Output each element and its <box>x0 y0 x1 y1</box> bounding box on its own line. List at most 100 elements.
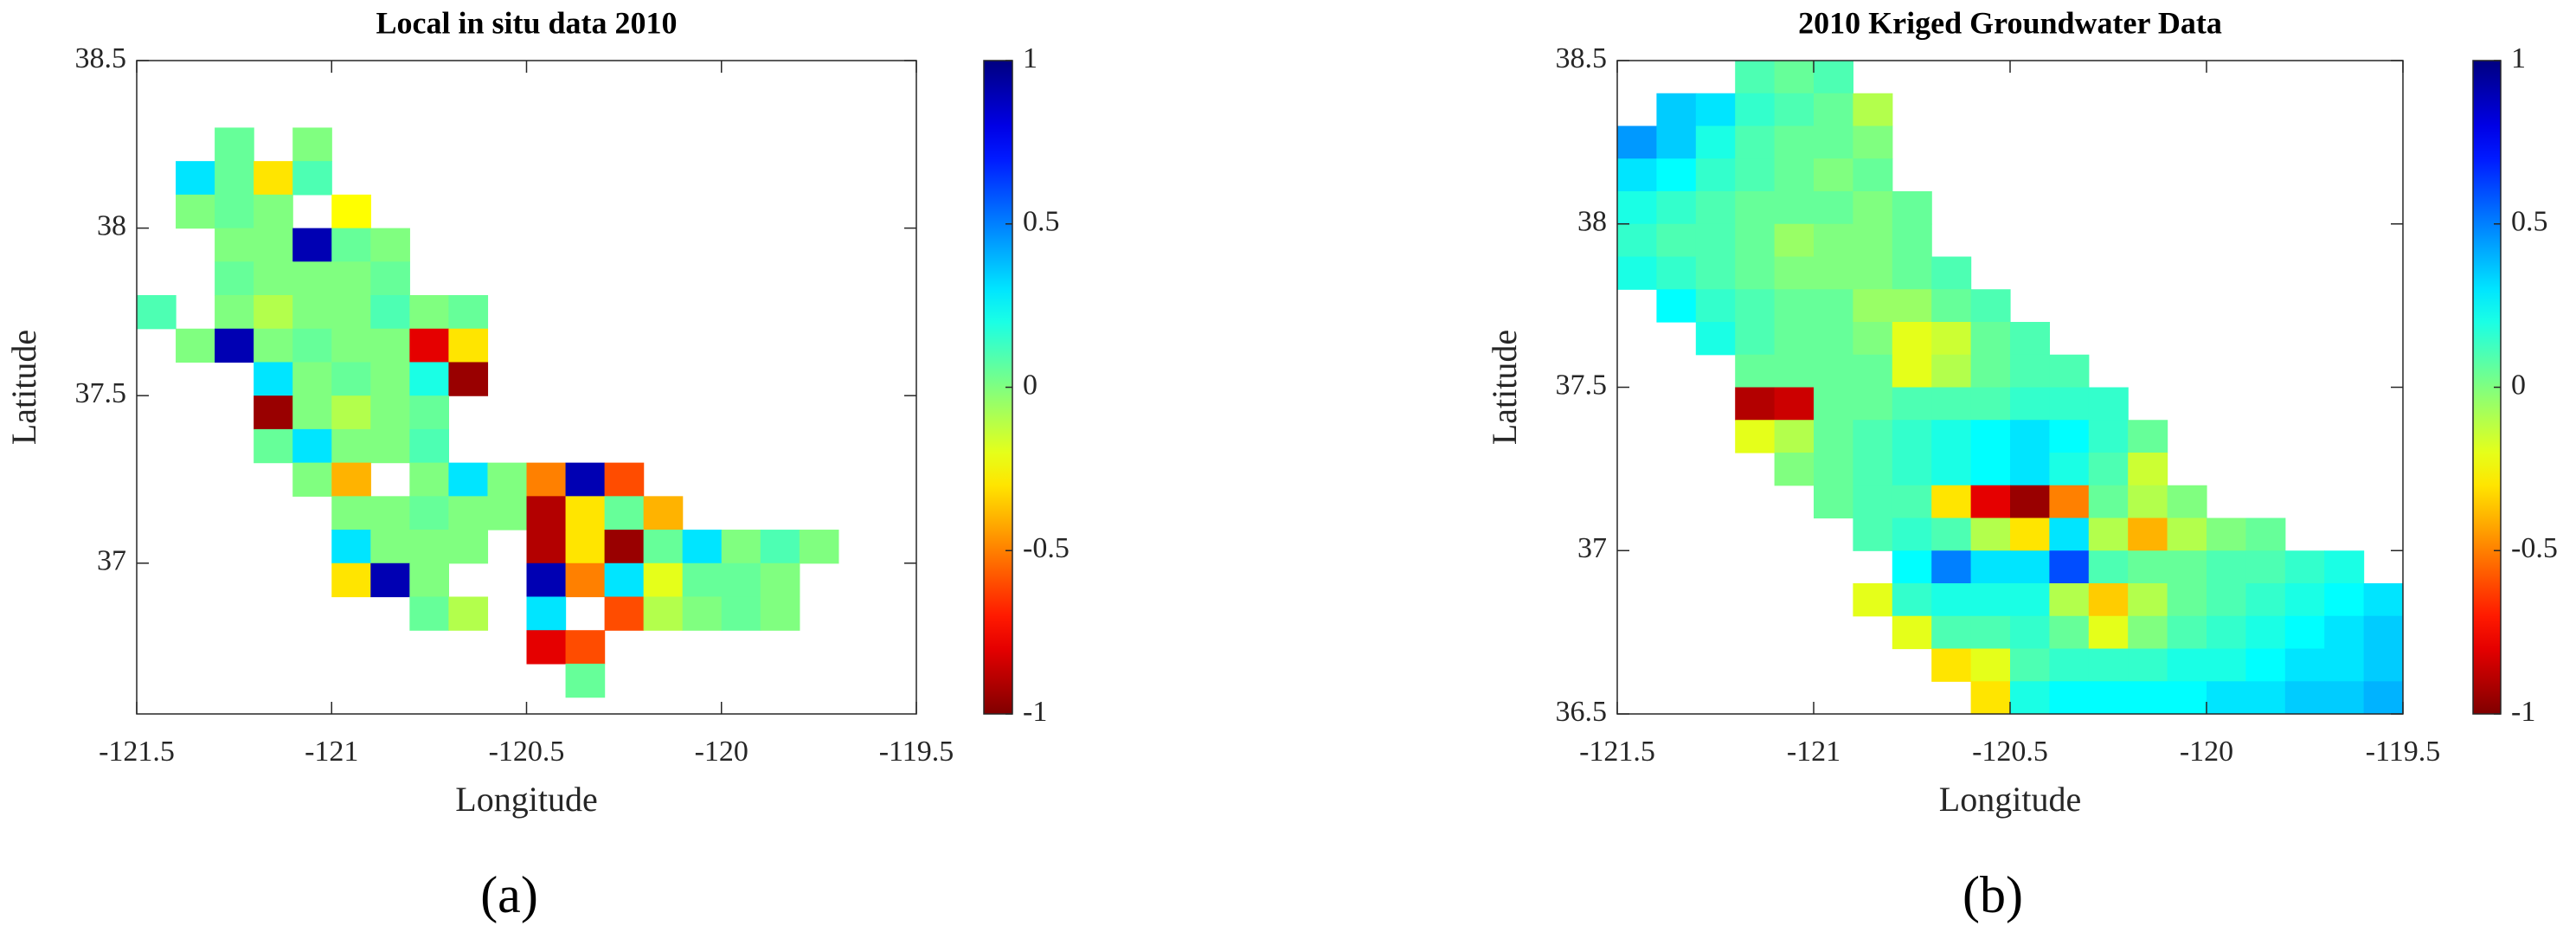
cell <box>1970 453 2011 486</box>
cell <box>1970 518 2011 551</box>
cell <box>2088 550 2129 584</box>
cell <box>526 530 567 564</box>
cell <box>1931 289 1972 323</box>
cell <box>292 127 332 162</box>
cell <box>1892 387 1932 421</box>
cell <box>1656 191 1697 225</box>
cell <box>1931 615 1972 650</box>
cell <box>1892 550 1932 584</box>
cell <box>2049 420 2090 453</box>
cell <box>2010 354 2050 389</box>
cell <box>1853 387 1893 421</box>
cell <box>2167 485 2207 519</box>
cell <box>526 496 567 530</box>
cell <box>331 496 371 530</box>
cell <box>2010 518 2050 551</box>
cell <box>448 496 489 530</box>
colorbar-tick-label: -0.5 <box>2511 532 2558 564</box>
cell <box>1617 256 1657 290</box>
cell <box>1656 223 1697 258</box>
cell <box>1970 354 2011 389</box>
cell <box>1931 583 1972 617</box>
cell <box>2324 550 2365 584</box>
cell <box>2088 453 2129 486</box>
cell <box>1656 158 1697 192</box>
cell <box>1695 289 1736 323</box>
cell <box>1814 387 1853 421</box>
cell <box>2088 485 2129 519</box>
cell <box>176 161 215 196</box>
cell <box>1853 93 1893 127</box>
cell <box>1892 256 1932 290</box>
x-tick-label: -119.5 <box>879 736 954 768</box>
cell <box>1892 322 1932 356</box>
cell <box>1774 158 1815 192</box>
cell <box>2245 583 2286 617</box>
cell <box>215 194 254 229</box>
cell <box>370 562 410 598</box>
cell <box>292 328 332 363</box>
cell <box>760 562 800 598</box>
cell <box>331 328 371 363</box>
cell <box>448 295 489 330</box>
cell <box>2010 615 2050 650</box>
chart-title: 2010 Kriged Groundwater Data <box>1798 5 2222 40</box>
cell <box>526 596 567 631</box>
cell <box>331 194 371 229</box>
cell <box>1853 158 1893 192</box>
cell <box>409 395 449 430</box>
y-tick-label: 37.5 <box>75 377 127 409</box>
cell <box>409 295 449 330</box>
cell <box>409 496 449 530</box>
cell <box>1892 289 1932 323</box>
x-tick-label: -120 <box>2180 736 2233 768</box>
cell <box>1735 354 1776 389</box>
cell <box>721 562 761 598</box>
cell <box>2128 583 2168 617</box>
cell <box>2324 648 2365 682</box>
cell <box>370 261 410 296</box>
cell <box>2049 387 2090 421</box>
cell <box>2088 648 2129 682</box>
cell <box>2167 681 2207 714</box>
cell <box>1970 322 2011 356</box>
cell <box>1735 125 1776 159</box>
cell <box>565 462 606 497</box>
cell <box>2049 648 2090 682</box>
cell <box>409 596 449 631</box>
cell <box>2010 648 2050 682</box>
cell <box>1853 191 1893 225</box>
cell <box>2284 648 2325 682</box>
cell <box>254 328 293 363</box>
cell <box>1735 289 1776 323</box>
cell <box>1892 453 1932 486</box>
cell <box>1774 93 1815 127</box>
cell <box>409 462 449 497</box>
cell <box>1814 420 1853 453</box>
cell <box>721 596 761 631</box>
cell <box>2245 615 2286 650</box>
cell <box>487 462 528 497</box>
cell <box>2049 550 2090 584</box>
cell <box>2088 387 2129 421</box>
cell <box>2284 583 2325 617</box>
cell <box>1892 615 1932 650</box>
cell <box>2167 583 2207 617</box>
x-tick-label: -119.5 <box>2366 736 2441 768</box>
cell <box>604 496 645 530</box>
cell <box>1931 648 1972 682</box>
cell <box>643 562 684 598</box>
cells <box>137 127 839 698</box>
cell <box>2049 583 2090 617</box>
cell <box>1774 289 1815 323</box>
cell <box>1814 322 1853 356</box>
cell <box>331 395 371 430</box>
cell <box>2128 648 2168 682</box>
cell <box>292 295 332 330</box>
x-tick-label: -121.5 <box>99 736 175 768</box>
y-tick-label: 37 <box>1577 532 1607 564</box>
cell <box>2010 420 2050 453</box>
cell <box>331 228 371 262</box>
cell <box>1931 550 1972 584</box>
x-tick-label: -120 <box>695 736 748 768</box>
